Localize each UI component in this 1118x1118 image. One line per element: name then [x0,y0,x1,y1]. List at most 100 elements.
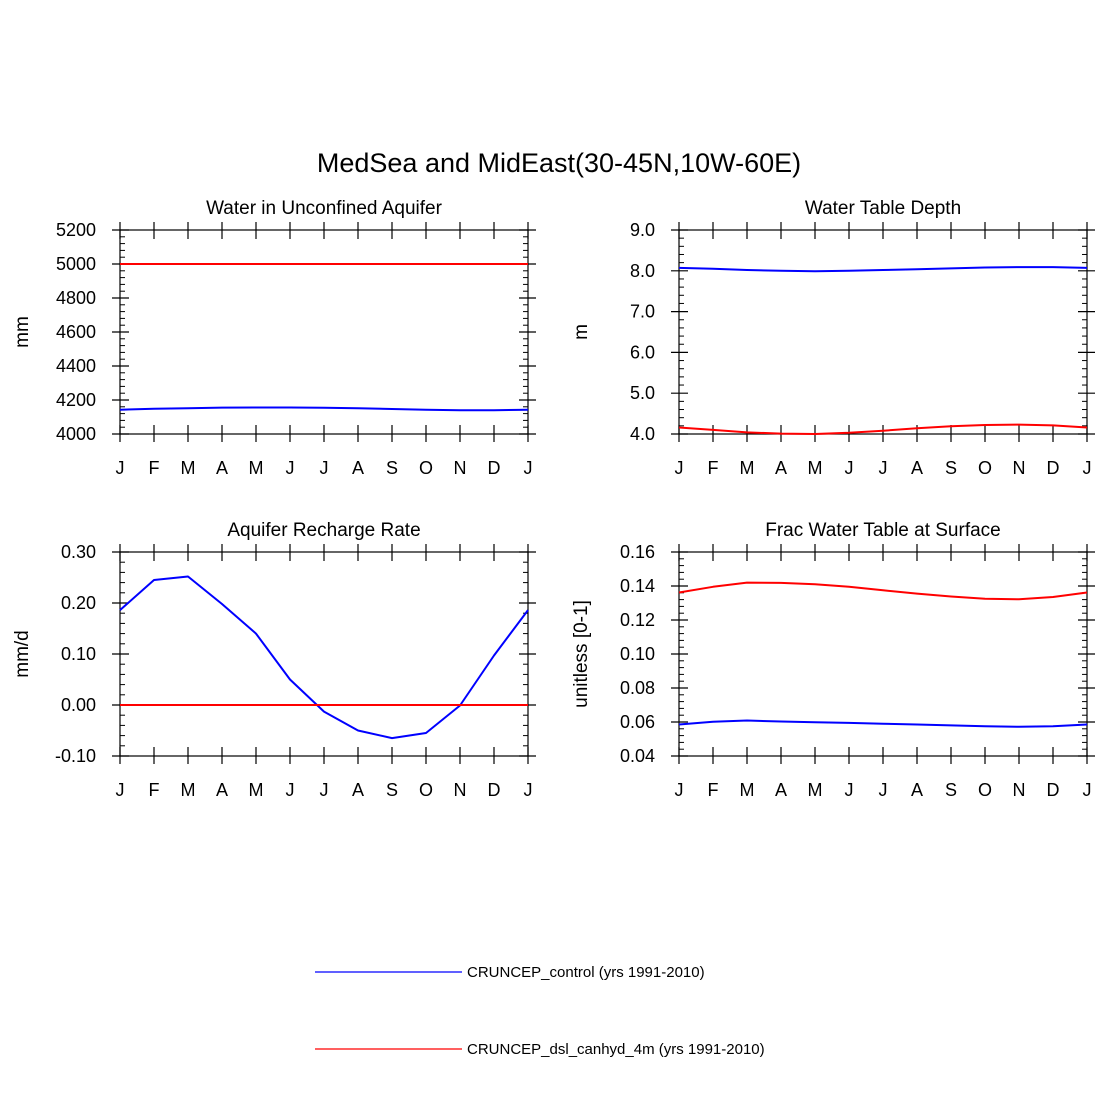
y-tick-label: 4400 [56,356,96,376]
y-tick-label: 0.06 [620,712,655,732]
y-axis-label: mm [12,316,33,348]
x-tick-label: A [911,458,923,478]
x-tick-label: A [911,780,923,800]
panel-1: Water in Unconfined Aquifer 4000 4200 4400 4… [12,198,536,478]
x-tick-label: J [845,458,854,478]
x-tick-label: M [249,780,264,800]
y-tick-label: 0.30 [61,542,96,562]
y-tick-label: 4200 [56,390,96,410]
panel-title: Aquifer Recharge Rate [227,520,420,541]
x-tick-label: J [675,458,684,478]
x-tick-label: D [488,780,501,800]
x-tick-label: J [320,458,329,478]
x-tick-label: A [216,780,228,800]
x-tick-label: D [1047,780,1060,800]
y-tick-label: 0.00 [61,695,96,715]
y-tick-label: 0.08 [620,678,655,698]
x-tick-label: J [524,780,533,800]
y-tick-label: 0.10 [61,644,96,664]
x-tick-label: N [454,458,467,478]
series-line-dsl [678,581,1088,601]
x-tick-label: J [286,780,295,800]
series-line-control [678,266,1088,273]
x-tick-label: M [808,780,823,800]
x-tick-label: A [775,780,787,800]
x-tick-label: J [845,780,854,800]
x-tick-label: J [1083,780,1092,800]
series-line-control [678,719,1088,728]
x-tick-label: M [740,458,755,478]
y-tick-label: 6.0 [630,342,655,362]
x-tick-label: J [879,780,888,800]
x-tick-label: A [352,458,364,478]
x-tick-label: J [1083,458,1092,478]
legend-label: CRUNCEP_dsl_canhyd_4m (yrs 1991-2010) [467,1041,765,1058]
x-tick-label: F [708,780,719,800]
x-tick-label: J [116,780,125,800]
x-tick-label: O [419,780,433,800]
y-axis-label: mm/d [12,630,33,678]
x-tick-label: S [945,458,957,478]
y-tick-label: 0.20 [61,593,96,613]
x-tick-label: S [386,458,398,478]
x-tick-label: M [740,780,755,800]
x-tick-label: M [181,458,196,478]
legend: CRUNCEP_control (yrs 1991-2010) CRUNCEP_d… [315,964,765,1058]
y-tick-label: 5.0 [630,383,655,403]
y-tick-label: 4000 [56,424,96,444]
x-tick-label: J [524,458,533,478]
y-tick-label: 0.16 [620,542,655,562]
y-tick-label: 0.04 [620,746,655,766]
x-tick-label: A [352,780,364,800]
figure-title: MedSea and MidEast(30-45N,10W-60E) [317,148,801,178]
x-tick-label: A [775,458,787,478]
legend-item: CRUNCEP_control (yrs 1991-2010) [315,964,705,981]
y-tick-label: -0.10 [55,746,96,766]
series-line-dsl [678,423,1088,435]
y-tick-label: 0.14 [620,576,655,596]
legend-label: CRUNCEP_control (yrs 1991-2010) [467,964,705,981]
x-tick-label: N [1013,780,1026,800]
y-tick-label: 7.0 [630,302,655,322]
x-tick-label: J [675,780,684,800]
x-tick-label: J [116,458,125,478]
x-tick-label: N [1013,458,1026,478]
x-tick-label: J [320,780,329,800]
y-tick-label: 0.12 [620,610,655,630]
x-tick-label: A [216,458,228,478]
y-tick-label: 4.0 [630,424,655,444]
y-tick-label: 8.0 [630,261,655,281]
x-tick-label: J [286,458,295,478]
y-tick-label: 0.10 [620,644,655,664]
y-tick-label: 4800 [56,288,96,308]
panel-title: Water in Unconfined Aquifer [206,198,443,219]
x-tick-label: M [808,458,823,478]
y-tick-label: 4600 [56,322,96,342]
x-tick-label: F [149,780,160,800]
x-tick-label: N [454,780,467,800]
x-tick-label: S [386,780,398,800]
x-tick-label: J [879,458,888,478]
series-line-control [119,406,529,412]
panels: Water in Unconfined Aquifer 4000 4200 4400 4… [12,198,1095,800]
x-tick-label: O [419,458,433,478]
legend-item: CRUNCEP_dsl_canhyd_4m (yrs 1991-2010) [315,1041,765,1058]
x-tick-label: D [1047,458,1060,478]
x-tick-label: F [149,458,160,478]
x-tick-label: D [488,458,501,478]
x-tick-label: O [978,780,992,800]
x-tick-label: S [945,780,957,800]
y-axis-label: unitless [0-1] [571,600,592,708]
x-tick-label: O [978,458,992,478]
y-axis-label: m [571,324,592,340]
panel-title: Water Table Depth [805,198,961,219]
panel-4: Frac Water Table at Surface 0.04 0.06 0.08 0… [571,520,1095,800]
y-tick-label: 5200 [56,220,96,240]
x-tick-label: M [249,458,264,478]
panel-title: Frac Water Table at Surface [765,520,1001,541]
y-tick-label: 5000 [56,254,96,274]
x-tick-label: M [181,780,196,800]
